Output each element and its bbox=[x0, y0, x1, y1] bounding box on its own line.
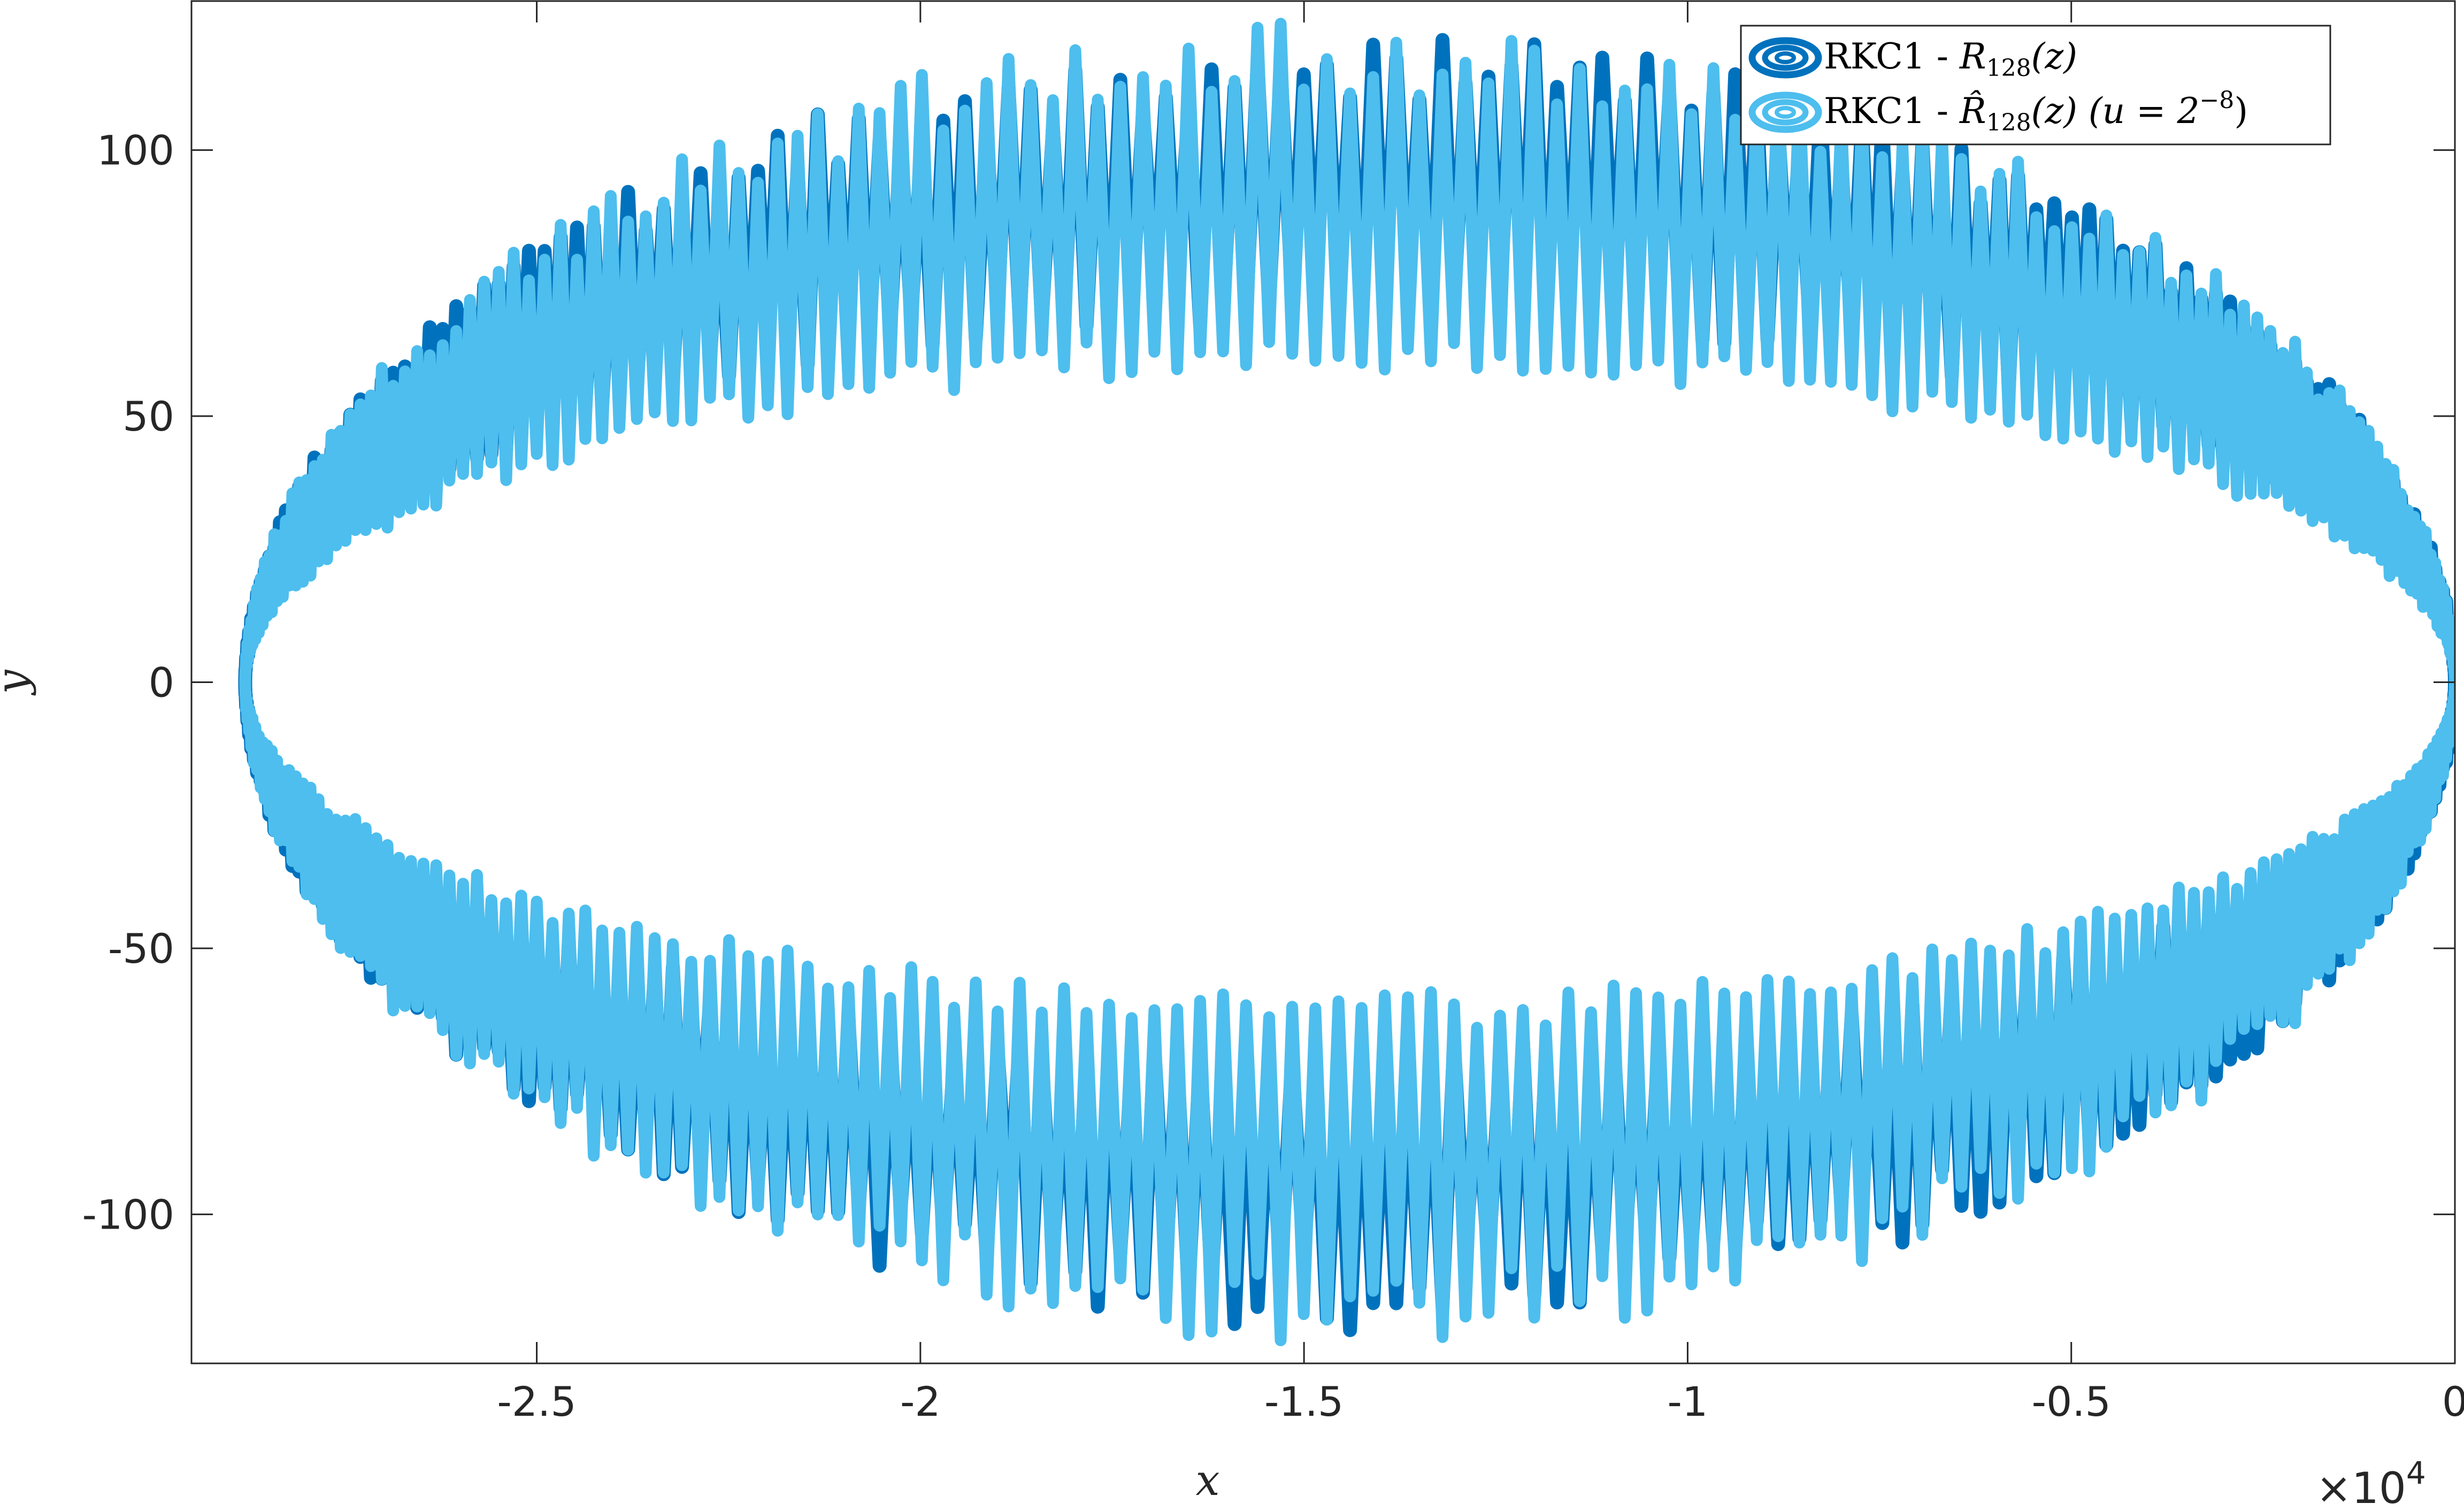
legend-entry-1: RKC1 - R128(z) bbox=[1748, 36, 2077, 82]
y-tick-label: 0 bbox=[149, 659, 174, 707]
x-tick-label: 0 bbox=[2442, 1378, 2464, 1425]
legend: RKC1 - R128(z) RKC1 - R̂128(z) (u = 2−8) bbox=[1740, 25, 2331, 145]
y-axis-label: y bbox=[0, 669, 37, 696]
x-axis-label: x bbox=[1195, 1455, 1219, 1505]
legend-label-2-main: RKC1 - bbox=[1824, 90, 1960, 132]
legend-entry-2: RKC1 - R̂128(z) (u = 2−8) bbox=[1748, 87, 2248, 136]
legend-label-1-main: RKC1 - bbox=[1824, 36, 1960, 77]
series-line-2 bbox=[239, 18, 2455, 1346]
legend-label-2-sub: 128 bbox=[1986, 109, 2031, 136]
svg-text:RKC1 - R̂128(z) (u = 2−8): RKC1 - R̂128(z) (u = 2−8) bbox=[1824, 87, 2248, 136]
y-tick-label: -100 bbox=[82, 1191, 174, 1238]
x-tick-label: -1.5 bbox=[1264, 1378, 1344, 1425]
legend-label-2-close: ) bbox=[2234, 90, 2248, 132]
x-tick-label: -0.5 bbox=[2032, 1378, 2111, 1425]
x-exponent-base: ×10 bbox=[2316, 1463, 2406, 1511]
x-tick-label: -1 bbox=[1668, 1378, 1708, 1425]
x-axis-exponent: ×104 bbox=[2316, 1455, 2426, 1511]
y-tick-label: -50 bbox=[108, 925, 174, 972]
legend-label-1-z: (z) bbox=[2031, 36, 2077, 77]
svg-text:×104: ×104 bbox=[2316, 1455, 2426, 1511]
legend-label-2-sup: −8 bbox=[2199, 87, 2234, 114]
legend-box bbox=[1740, 25, 2331, 145]
y-tick-label: 50 bbox=[122, 393, 174, 440]
svg-text:RKC1 - R128(z): RKC1 - R128(z) bbox=[1824, 36, 2077, 82]
y-tick-label: 100 bbox=[97, 127, 174, 174]
legend-label-1-R: R bbox=[1959, 36, 1986, 77]
legend-label-2-z: (z) (u = 2 bbox=[2031, 90, 2200, 132]
legend-label-1-sub: 128 bbox=[1986, 55, 2031, 82]
x-tick-label: -2.5 bbox=[497, 1378, 576, 1425]
legend-label-2-R: R̂ bbox=[1959, 90, 1986, 132]
legend-swatch-1 bbox=[1748, 37, 1822, 79]
x-exponent-power: 4 bbox=[2406, 1455, 2426, 1491]
x-tick-label: -2 bbox=[900, 1378, 941, 1425]
legend-swatch-2 bbox=[1748, 91, 1822, 133]
